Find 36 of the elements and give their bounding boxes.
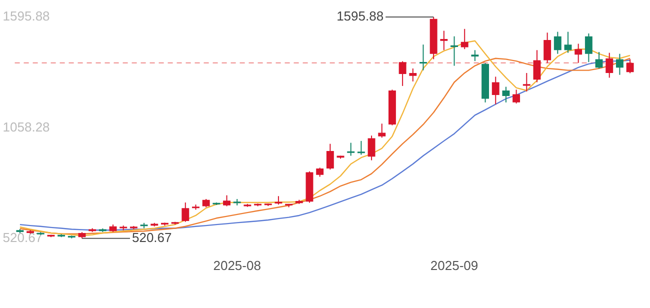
candlestick <box>533 50 541 83</box>
candlestick <box>368 135 376 161</box>
candlestick <box>512 89 520 104</box>
candlestick <box>378 123 386 138</box>
candlestick <box>522 72 530 92</box>
candlestick <box>409 68 417 82</box>
candlestick <box>574 43 582 64</box>
candlestick <box>502 86 510 103</box>
candlestick <box>471 50 479 62</box>
x-tick-label: 2025-09 <box>430 258 478 273</box>
candlestick <box>554 31 562 54</box>
y-tick-label: 1595.88 <box>2 8 50 24</box>
y-tick-label: 1058.28 <box>2 119 50 134</box>
candlestick <box>182 202 190 222</box>
candlestick <box>440 30 448 51</box>
candlestick <box>626 58 634 74</box>
candlestick <box>544 32 552 64</box>
candlestick <box>584 32 592 63</box>
candlestick <box>492 76 500 105</box>
candlestick <box>316 167 324 178</box>
candlestick <box>326 143 334 170</box>
candlestick <box>223 194 230 207</box>
candlestick <box>460 28 468 50</box>
candlestick <box>595 51 603 69</box>
y-tick-label: 520.67 <box>2 230 43 245</box>
candlestick <box>347 142 355 156</box>
candlestick <box>420 44 427 71</box>
annotation: 520.67 <box>132 230 172 245</box>
candlestick <box>357 140 365 156</box>
candlestick <box>398 60 406 86</box>
candlestick <box>606 52 614 78</box>
annotation: 1595.88 <box>336 8 384 24</box>
x-tick-label: 2025-08 <box>213 258 261 273</box>
candlestick <box>564 31 572 54</box>
candlestick <box>450 36 458 66</box>
candlestick <box>616 53 624 76</box>
